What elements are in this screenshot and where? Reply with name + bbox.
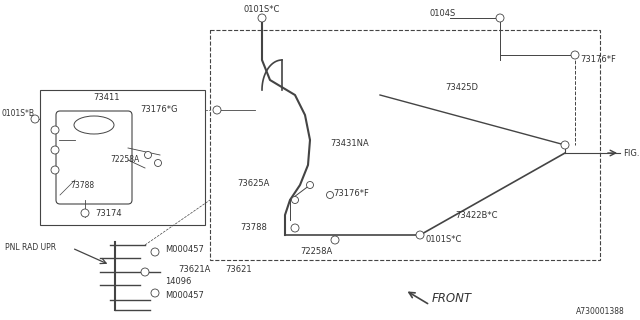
Text: M000457: M000457 [165,291,204,300]
Text: 73431NA: 73431NA [330,139,369,148]
Bar [210,30,600,260]
Text: 73422B*C: 73422B*C [455,211,497,220]
Text: PNL RAD UPR: PNL RAD UPR [5,244,56,252]
Text: 72258A: 72258A [110,156,140,164]
Circle shape [291,224,299,232]
Circle shape [154,159,161,166]
Text: 73411: 73411 [93,92,120,101]
Text: 72258A: 72258A [300,247,332,257]
Circle shape [151,289,159,297]
Text: 73425D: 73425D [445,84,478,92]
Text: 73625A: 73625A [237,179,270,188]
Circle shape [51,146,59,154]
Text: 73176*F: 73176*F [333,188,369,197]
Text: 73174: 73174 [95,209,122,218]
Text: 73621: 73621 [225,266,252,275]
Text: M000457: M000457 [165,245,204,254]
Circle shape [291,196,298,204]
Circle shape [258,14,266,22]
Text: 0101S*B: 0101S*B [2,108,35,117]
Text: 14096: 14096 [165,277,191,286]
Circle shape [213,106,221,114]
Text: 73621A: 73621A [178,266,211,275]
Text: 73788: 73788 [240,223,267,233]
Circle shape [307,181,314,188]
Circle shape [81,209,89,217]
Circle shape [561,141,569,149]
Text: 73176*F: 73176*F [580,55,616,65]
Text: 73788: 73788 [70,180,94,189]
Text: FRONT: FRONT [432,292,472,305]
Circle shape [326,191,333,198]
Circle shape [151,248,159,256]
Circle shape [496,14,504,22]
Text: 0104S: 0104S [430,10,456,19]
Circle shape [51,126,59,134]
Circle shape [31,115,39,123]
Bar [40,90,205,225]
Text: 0101S*C: 0101S*C [425,236,461,244]
Text: A730001388: A730001388 [576,307,625,316]
Circle shape [416,231,424,239]
Text: 0101S*C: 0101S*C [244,4,280,13]
Circle shape [145,151,152,158]
Circle shape [141,268,149,276]
Text: 73176*G: 73176*G [141,106,178,115]
Text: FIG.730-3: FIG.730-3 [623,148,640,157]
Circle shape [51,166,59,174]
Circle shape [331,236,339,244]
Circle shape [571,51,579,59]
